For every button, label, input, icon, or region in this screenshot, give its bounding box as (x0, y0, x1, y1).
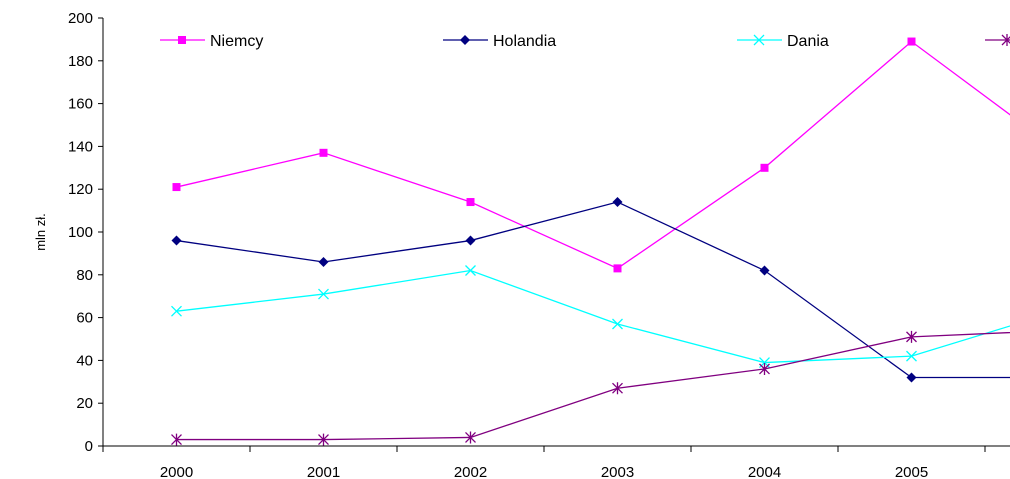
data-point (906, 350, 917, 362)
series-layer (171, 37, 1010, 446)
series-niemcy (172, 37, 1010, 273)
x-tick-label: 2001 (307, 464, 340, 479)
y-tick-label: 80 (76, 267, 93, 284)
y-tick-label: 40 (76, 352, 93, 369)
series-line (176, 269, 1010, 364)
legend-item: Holandia (443, 33, 556, 50)
series-line (176, 201, 1010, 379)
y-tick-label: 140 (68, 138, 93, 155)
data-point (760, 163, 769, 172)
data-point (465, 431, 476, 444)
data-point (465, 235, 476, 246)
data-point (319, 148, 328, 157)
legend-label: Niemcy (210, 33, 263, 50)
legend-item: Niemcy (160, 33, 263, 50)
data-point (907, 37, 916, 46)
data-point (465, 265, 476, 276)
data-point (612, 382, 623, 395)
legend-marker (1001, 34, 1010, 46)
data-point (612, 197, 623, 208)
legend-item (985, 34, 1010, 46)
y-tick-label: 180 (68, 53, 93, 70)
y-tick-label: 200 (68, 10, 93, 27)
data-point (171, 235, 182, 246)
x-tick-label: 2002 (454, 464, 487, 479)
legend: Niemcy Holandia Dania (160, 33, 1010, 50)
x-tick-label: 2005 (895, 464, 928, 479)
y-tick-label: 120 (68, 181, 93, 198)
legend-marker (753, 34, 765, 46)
data-point (906, 330, 917, 343)
y-tick-label: 20 (76, 395, 93, 412)
y-tick-label: 0 (85, 438, 93, 455)
x-tick-label: 2004 (748, 464, 781, 479)
legend-label: Holandia (493, 33, 556, 50)
data-point (171, 305, 182, 317)
legend-marker (178, 36, 186, 44)
y-tick-label: 60 (76, 310, 93, 327)
data-point (613, 264, 622, 273)
series-line (176, 331, 1010, 441)
data-point (906, 372, 917, 383)
legend-item: Dania (737, 33, 829, 50)
series-line (176, 40, 1010, 270)
series-unnamed (171, 330, 1010, 446)
y-axis-label: mln zł. (33, 213, 48, 251)
legend-label: Dania (787, 33, 829, 50)
series-dania (171, 265, 1010, 368)
data-point (171, 433, 182, 446)
data-point (318, 433, 329, 446)
data-point (612, 318, 623, 330)
y-tick-label: 160 (68, 96, 93, 113)
data-point (318, 288, 329, 300)
y-tick-label: 100 (68, 224, 93, 241)
x-tick-label: 2000 (160, 464, 193, 479)
axes: 0 20 40 60 80 100 120 140 160 180 200 2000 2001 2002 2… (68, 10, 1010, 479)
legend-marker (460, 35, 470, 45)
data-point (172, 183, 181, 192)
data-point (759, 362, 770, 375)
data-point (466, 198, 475, 207)
data-point (759, 265, 770, 276)
series-holandia (171, 197, 1010, 383)
data-point (318, 256, 329, 267)
x-tick-label: 2003 (601, 464, 634, 479)
